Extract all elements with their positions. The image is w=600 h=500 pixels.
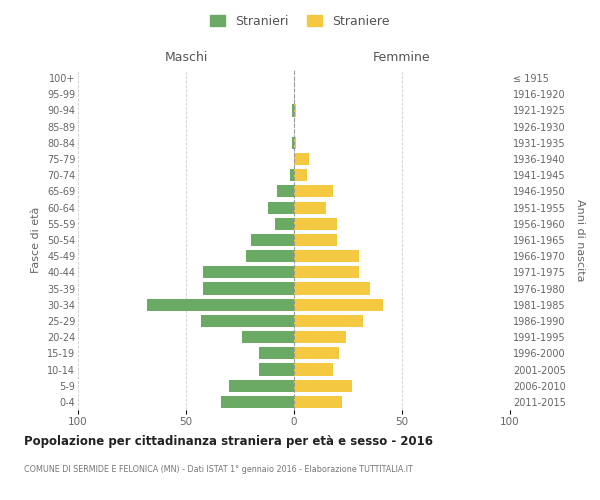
Bar	[294, 331, 346, 343]
Bar	[292, 104, 294, 117]
Bar	[268, 202, 294, 213]
Bar	[201, 315, 294, 327]
Bar	[292, 137, 294, 149]
Bar	[294, 348, 340, 360]
Bar	[294, 380, 352, 392]
Y-axis label: Anni di nascita: Anni di nascita	[575, 198, 585, 281]
Bar	[251, 234, 294, 246]
Bar	[259, 348, 294, 360]
Bar	[277, 186, 294, 198]
Text: Maschi: Maschi	[164, 50, 208, 64]
Bar	[294, 137, 296, 149]
Bar	[229, 380, 294, 392]
Bar	[247, 250, 294, 262]
Bar	[294, 202, 326, 213]
Bar	[294, 250, 359, 262]
Bar	[147, 298, 294, 311]
Bar	[259, 364, 294, 376]
Bar	[294, 298, 383, 311]
Bar	[203, 266, 294, 278]
Bar	[290, 169, 294, 181]
Bar	[294, 218, 337, 230]
Bar	[203, 282, 294, 294]
Bar	[294, 186, 333, 198]
Bar	[294, 282, 370, 294]
Bar	[294, 234, 337, 246]
Bar	[221, 396, 294, 408]
Bar	[294, 266, 359, 278]
Legend: Stranieri, Straniere: Stranieri, Straniere	[206, 11, 394, 32]
Bar	[294, 153, 309, 165]
Bar	[294, 396, 341, 408]
Bar	[242, 331, 294, 343]
Bar	[294, 315, 363, 327]
Text: COMUNE DI SERMIDE E FELONICA (MN) - Dati ISTAT 1° gennaio 2016 - Elaborazione TU: COMUNE DI SERMIDE E FELONICA (MN) - Dati…	[24, 465, 413, 474]
Y-axis label: Fasce di età: Fasce di età	[31, 207, 41, 273]
Bar	[294, 364, 333, 376]
Text: Femmine: Femmine	[373, 50, 431, 64]
Bar	[275, 218, 294, 230]
Bar	[294, 104, 296, 117]
Bar	[294, 169, 307, 181]
Text: Popolazione per cittadinanza straniera per età e sesso - 2016: Popolazione per cittadinanza straniera p…	[24, 435, 433, 448]
